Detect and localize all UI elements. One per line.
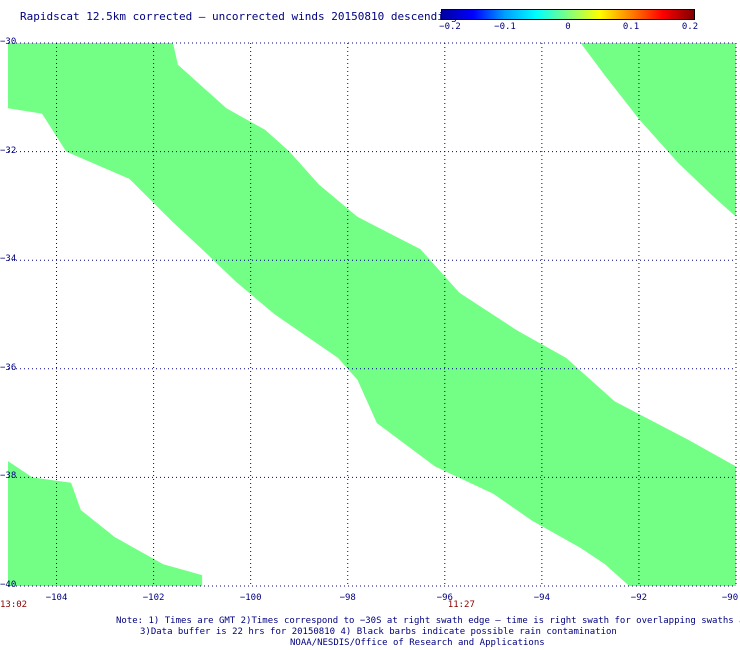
colorbar-tick-label: 0 bbox=[565, 22, 571, 32]
longitude-tick-label: −94 bbox=[533, 593, 550, 603]
longitude-tick-label: −102 bbox=[142, 593, 165, 603]
swath-time-label: 13:02 bbox=[0, 600, 28, 610]
note-line-3: NOAA/NESDIS/Office of Research and Appli… bbox=[290, 638, 545, 648]
swath-time-label: 11:27 bbox=[447, 600, 475, 610]
latitude-tick-label: −30 bbox=[0, 37, 17, 47]
longitude-tick-label: −104 bbox=[45, 593, 68, 603]
swath-2 bbox=[580, 43, 736, 217]
latitude-tick-label: −32 bbox=[0, 145, 17, 156]
colorbar-tick-label: −0.1 bbox=[494, 22, 516, 32]
longitude-tick-label: −92 bbox=[630, 593, 648, 603]
longitude-tick-label: −90 bbox=[721, 593, 739, 603]
latitude-tick-label: −38 bbox=[0, 471, 17, 482]
colorbar-tick-label: 0.2 bbox=[681, 22, 699, 32]
map-title: Rapidscat 12.5km corrected — uncorrected… bbox=[20, 10, 458, 23]
latitude-tick-label: −34 bbox=[0, 254, 17, 265]
colorbar-tick-label: −0.2 bbox=[439, 22, 461, 32]
note-line-2: 3)Data buffer is 22 hrs for 20150810 4) … bbox=[140, 627, 617, 637]
swath-3 bbox=[8, 461, 203, 586]
latitude-tick-label: −40 bbox=[0, 580, 17, 590]
swath-1 bbox=[8, 43, 736, 586]
latitude-tick-label: −36 bbox=[0, 362, 17, 373]
longitude-tick-label: −96 bbox=[436, 593, 453, 603]
colorbar bbox=[441, 9, 695, 20]
longitude-tick-label: −98 bbox=[339, 593, 356, 603]
colorbar-tick-label: 0.1 bbox=[622, 22, 640, 32]
longitude-tick-label: −100 bbox=[239, 593, 262, 603]
note-line-1: Note: 1) Times are GMT 2)Times correspon… bbox=[116, 616, 740, 626]
